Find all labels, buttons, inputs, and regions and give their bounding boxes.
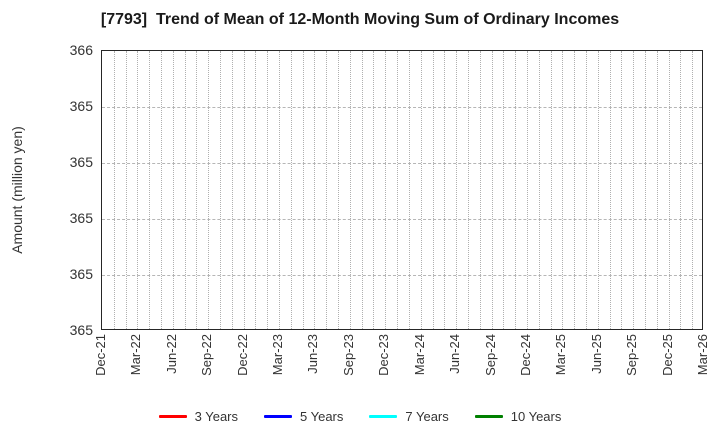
gridline-vertical <box>597 51 599 329</box>
x-tick-label: Sep-22 <box>199 334 215 376</box>
y-axis-title: Amount (million yen) <box>9 126 25 254</box>
gridline-vertical <box>656 51 658 329</box>
gridline-vertical <box>349 51 351 329</box>
legend-line-swatch <box>474 414 503 418</box>
gridline-vertical <box>432 51 434 329</box>
legend-label: 3 Years <box>194 408 238 424</box>
legend-label: 7 Years <box>405 408 449 424</box>
y-tick-label: 365 <box>69 322 93 338</box>
legend-label: 10 Years <box>510 408 562 424</box>
gridline-horizontal <box>102 219 702 220</box>
gridline-vertical <box>574 51 576 329</box>
gridline-vertical <box>290 51 292 329</box>
gridline-vertical <box>172 51 174 329</box>
gridline-vertical <box>680 51 682 329</box>
gridline-vertical <box>585 51 587 329</box>
gridline-vertical <box>397 51 399 329</box>
gridline-vertical <box>196 51 198 329</box>
gridline-vertical <box>113 51 115 329</box>
gridline-vertical <box>444 51 446 329</box>
x-tick-label: Mar-26 <box>695 334 710 376</box>
gridline-horizontal <box>102 163 702 164</box>
legend-item-3-years: 3 Years <box>158 408 238 424</box>
gridline-vertical <box>562 51 564 329</box>
x-tick-label: Jun-25 <box>588 334 604 374</box>
legend-line-swatch <box>369 414 398 418</box>
x-tick-label: Sep-24 <box>482 334 498 376</box>
x-tick-label: Mar-23 <box>270 334 286 376</box>
gridline-vertical <box>420 51 422 329</box>
gridline-vertical <box>302 51 304 329</box>
gridline-vertical <box>503 51 505 329</box>
x-tick-label: Dec-25 <box>659 334 675 376</box>
gridline-vertical <box>609 51 611 329</box>
gridline-vertical <box>220 51 222 329</box>
gridline-vertical <box>338 51 340 329</box>
legend: 3 Years 5 Years 7 Years 10 Years <box>23 404 697 428</box>
y-tick-label: 365 <box>69 210 93 226</box>
gridline-vertical <box>137 51 139 329</box>
gridline-horizontal <box>102 107 702 108</box>
gridline-vertical <box>491 51 493 329</box>
gridline-vertical <box>668 51 670 329</box>
x-tick-label: Mar-22 <box>128 334 144 376</box>
x-tick-label: Jun-22 <box>163 334 179 374</box>
gridline-vertical <box>408 51 410 329</box>
x-tick-label: Jun-23 <box>305 334 321 374</box>
x-tick-label: Mar-24 <box>411 334 427 376</box>
x-tick-label: Sep-25 <box>624 334 640 376</box>
legend-item-10-years: 10 Years <box>474 408 562 424</box>
x-tick-label: Mar-25 <box>553 334 569 376</box>
legend-line-swatch <box>158 414 187 418</box>
gridline-vertical <box>279 51 281 329</box>
gridline-vertical <box>125 51 127 329</box>
gridline-vertical <box>479 51 481 329</box>
gridline-vertical <box>231 51 233 329</box>
legend-item-5-years: 5 Years <box>264 409 343 424</box>
x-tick-label: Jun-24 <box>447 334 463 374</box>
gridline-vertical <box>373 51 375 329</box>
gridline-vertical <box>314 51 316 329</box>
gridline-vertical <box>467 51 469 329</box>
gridline-vertical <box>385 51 387 329</box>
gridline-vertical <box>326 51 328 329</box>
plot-area <box>101 50 703 330</box>
gridline-vertical <box>149 51 151 329</box>
gridline-vertical <box>255 51 257 329</box>
x-tick-label: Dec-24 <box>517 334 533 376</box>
gridline-vertical <box>161 51 163 329</box>
legend-item-7-years: 7 Years <box>369 408 449 424</box>
legend-line-swatch <box>264 414 292 418</box>
gridline-vertical <box>526 51 528 329</box>
x-tick-label: Sep-23 <box>340 334 356 376</box>
gridline-horizontal <box>102 275 702 276</box>
gridline-vertical <box>184 51 186 329</box>
gridline-vertical <box>692 51 694 329</box>
x-tick-label: Dec-22 <box>234 334 250 376</box>
gridline-vertical <box>633 51 635 329</box>
y-tick-label: 365 <box>69 154 93 170</box>
x-tick-label: Dec-21 <box>93 334 108 376</box>
gridline-vertical <box>243 51 245 329</box>
gridline-vertical <box>538 51 540 329</box>
chart-title: [7793] Trend of Mean of 12-Month Moving … <box>100 11 620 28</box>
gridline-vertical <box>208 51 210 329</box>
gridline-vertical <box>621 51 623 329</box>
gridline-vertical <box>644 51 646 329</box>
legend-label: 5 Years <box>300 408 344 424</box>
gridline-vertical <box>267 51 269 329</box>
gridline-vertical <box>361 51 363 329</box>
gridline-vertical <box>515 51 517 329</box>
gridline-vertical <box>456 51 458 329</box>
gridline-vertical <box>550 51 552 329</box>
y-tick-label: 365 <box>69 98 93 114</box>
y-tick-label: 365 <box>69 266 93 282</box>
y-tick-label: 366 <box>69 42 93 58</box>
x-tick-label: Dec-23 <box>376 334 392 376</box>
